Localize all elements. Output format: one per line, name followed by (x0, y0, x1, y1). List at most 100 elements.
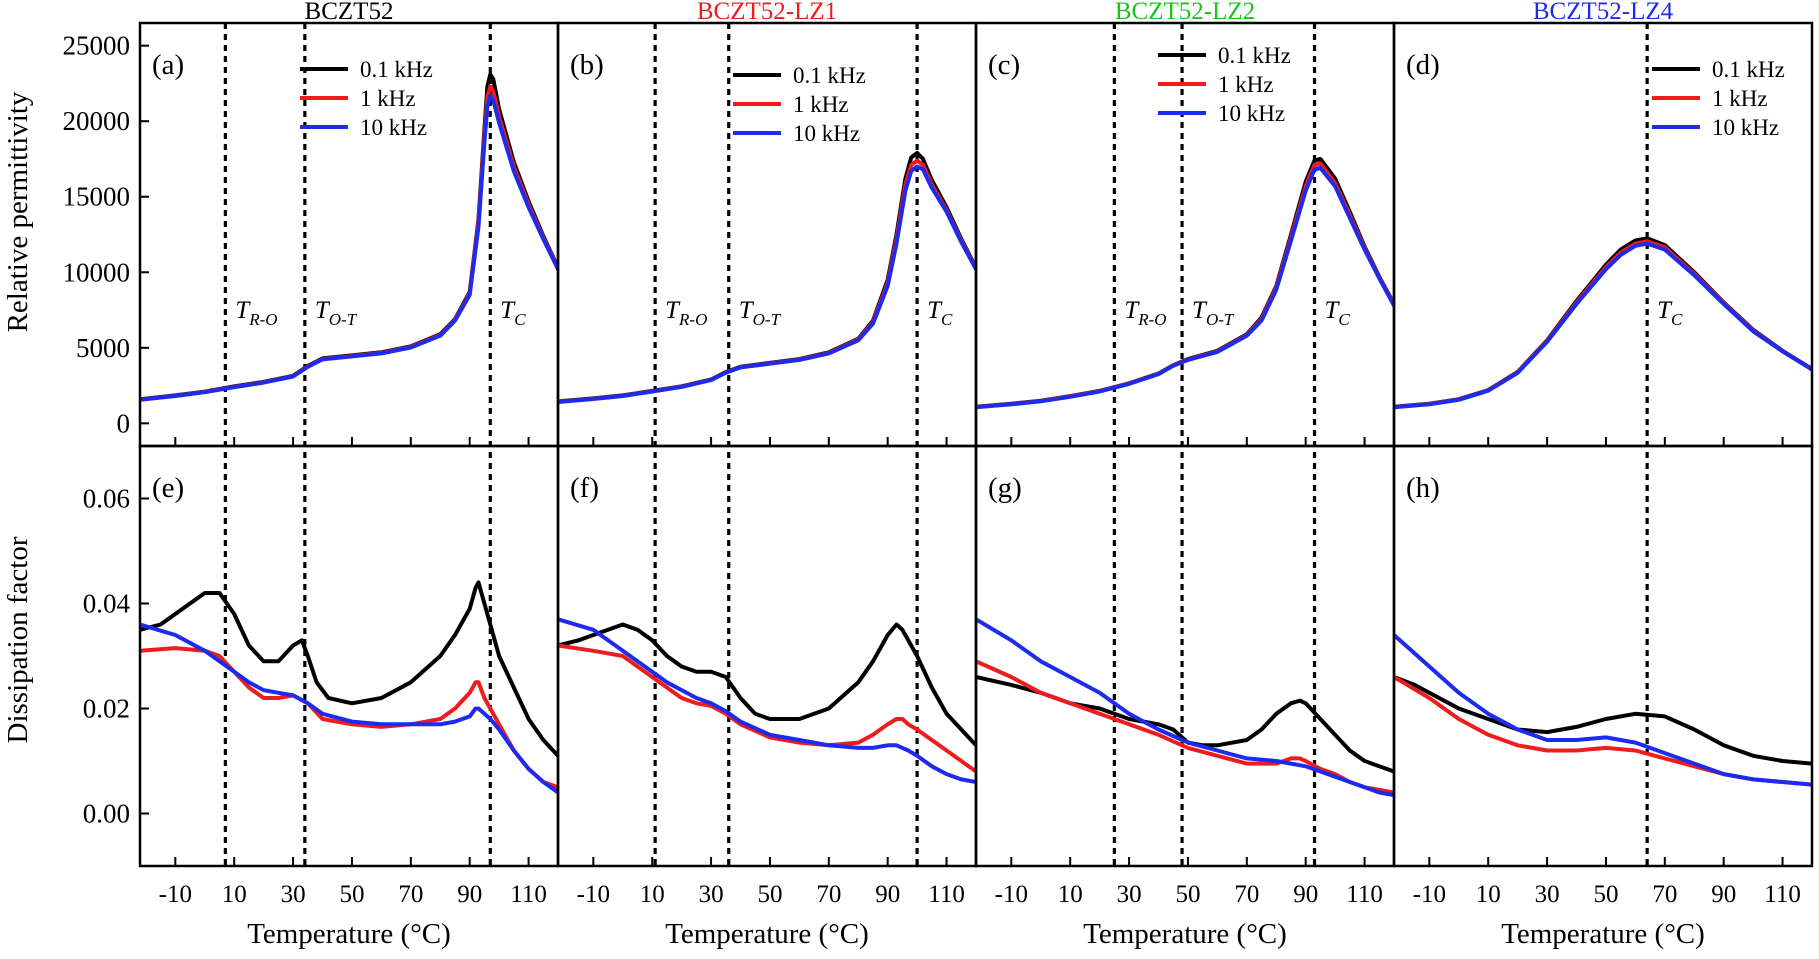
transition-label-main: T (1124, 297, 1140, 324)
y-tick-label-dissipation-3: 0.06 (83, 484, 130, 514)
legend-label-3-2: 10 kHz (1712, 115, 1779, 140)
x-tick-label-3-2: 30 (1535, 881, 1560, 908)
transition-label-sub: O-T (1206, 310, 1235, 329)
sample-title-0: BCZT52 (305, 0, 394, 25)
panel-label-b: (b) (570, 49, 604, 81)
transition-label-2-0: TR-O (1124, 297, 1166, 329)
x-tick-label-3-5: 90 (1711, 881, 1736, 908)
x-axis-title-0: Temperature (°C) (247, 918, 451, 950)
x-tick-label-2-3: 50 (1175, 881, 1200, 908)
permittivity-panel-frame-2 (974, 21, 1396, 448)
dissipation-panel-frame-2 (974, 444, 1396, 868)
x-tick-label-2-0: -10 (995, 881, 1028, 908)
x-tick-label-1-6: 110 (928, 881, 965, 908)
bottom-y-axis-title: Dissipation factor (2, 536, 34, 743)
x-tick-label-2-6: 110 (1346, 881, 1383, 908)
x-tick-label-1-0: -10 (577, 881, 610, 908)
dissipation-series-2-10kHz (976, 617, 1394, 798)
transition-label-main: T (1192, 297, 1208, 324)
x-tick-label-3-4: 70 (1652, 881, 1677, 908)
x-tick-label-3-3: 50 (1593, 881, 1618, 908)
dissipation-series-2-01kHz (976, 675, 1394, 774)
y-tick-label-permittivity-1: 5000 (76, 333, 130, 363)
permittivity-series-2-10kHz (976, 166, 1394, 410)
legend-label-1-2: 10 kHz (793, 121, 860, 146)
x-tick-label-3-6: 110 (1764, 881, 1801, 908)
legend-label-2-0: 0.1 kHz (1218, 43, 1291, 68)
transition-label-0-2: TC (500, 297, 526, 329)
transition-label-main: T (315, 297, 331, 324)
legend-label-0-1: 1 kHz (360, 86, 416, 111)
top-y-axis-title: Relative permittivity (2, 91, 34, 332)
transition-label-main: T (235, 297, 251, 324)
legend-label-3-1: 1 kHz (1712, 86, 1768, 111)
permittivity-series-0-01kHz (140, 72, 558, 402)
transition-label-0-1: TO-T (315, 297, 358, 329)
transition-label-main: T (500, 297, 516, 324)
x-tick-label-2-4: 70 (1234, 881, 1259, 908)
legend-label-2-2: 10 kHz (1218, 101, 1285, 126)
panel-label-g: (g) (988, 472, 1022, 504)
transition-label-sub: R-O (248, 310, 277, 329)
x-tick-label-0-6: 110 (510, 881, 547, 908)
x-tick-label-1-4: 70 (816, 881, 841, 908)
x-tick-label-0-2: 30 (281, 881, 306, 908)
transition-label-1-0: TR-O (665, 297, 707, 329)
transition-label-sub: C (941, 310, 953, 329)
panel-label-h: (h) (1406, 472, 1440, 504)
legend-label-2-1: 1 kHz (1218, 72, 1274, 97)
permittivity-series-2-01kHz (976, 157, 1394, 409)
x-tick-label-1-5: 90 (875, 881, 900, 908)
dissipation-series-2-1kHz (976, 659, 1394, 795)
sample-title-3: BCZT52-LZ4 (1533, 0, 1674, 25)
x-tick-label-1-2: 30 (699, 881, 724, 908)
x-tick-label-0-5: 90 (457, 881, 482, 908)
transition-label-2-2: TC (1325, 297, 1351, 329)
y-tick-label-dissipation-1: 0.02 (83, 694, 130, 724)
permittivity-series-0-10kHz (140, 93, 558, 402)
x-axis-title-3: Temperature (°C) (1501, 918, 1705, 950)
legend-label-1-1: 1 kHz (793, 92, 849, 117)
transition-label-2-1: TO-T (1192, 297, 1235, 329)
transition-label-sub: C (1338, 310, 1350, 329)
transition-label-main: T (1657, 297, 1673, 324)
transition-label-main: T (665, 297, 681, 324)
dissipation-series-3-01kHz (1394, 675, 1812, 766)
transition-label-1-1: TO-T (739, 297, 782, 329)
permittivity-series-3-10kHz (1394, 241, 1812, 410)
x-tick-label-2-5: 90 (1293, 881, 1318, 908)
permittivity-series-3-01kHz (1394, 236, 1812, 409)
transition-label-sub: R-O (678, 310, 707, 329)
x-tick-label-0-1: 10 (222, 881, 247, 908)
y-tick-label-permittivity-4: 20000 (63, 106, 131, 136)
dissipation-series-1-01kHz (558, 622, 976, 748)
dissipation-panel-frame-0 (138, 444, 560, 868)
transition-label-sub: C (1671, 310, 1683, 329)
y-tick-label-permittivity-3: 15000 (63, 182, 131, 212)
y-tick-label-dissipation-0: 0.00 (83, 799, 130, 829)
panel-label-f: (f) (570, 472, 599, 504)
dissipation-series-1-1kHz (558, 643, 976, 774)
transition-label-sub: O-T (329, 310, 358, 329)
legend-label-0-0: 0.1 kHz (360, 57, 433, 82)
y-tick-label-dissipation-2: 0.04 (83, 589, 131, 619)
sample-title-1: BCZT52-LZ1 (697, 0, 837, 25)
x-axis-title-1: Temperature (°C) (665, 918, 869, 950)
dissipation-panel-frame-3 (1392, 444, 1814, 868)
x-axis-title-2: Temperature (°C) (1083, 918, 1287, 950)
transition-label-main: T (927, 297, 943, 324)
transition-label-0-0: TR-O (235, 297, 277, 329)
transition-label-main: T (739, 297, 755, 324)
transition-label-main: T (1325, 297, 1341, 324)
dissipation-series-1-10kHz (558, 617, 976, 784)
transition-label-1-2: TC (927, 297, 953, 329)
legend-label-0-2: 10 kHz (360, 115, 427, 140)
x-tick-label-0-3: 50 (339, 881, 364, 908)
transition-label-sub: O-T (753, 310, 782, 329)
transition-label-3-0: TC (1657, 297, 1683, 329)
dissipation-series-0-10kHz (140, 622, 558, 795)
permittivity-panel-frame-1 (556, 21, 978, 448)
y-tick-label-permittivity-0: 0 (117, 408, 131, 438)
